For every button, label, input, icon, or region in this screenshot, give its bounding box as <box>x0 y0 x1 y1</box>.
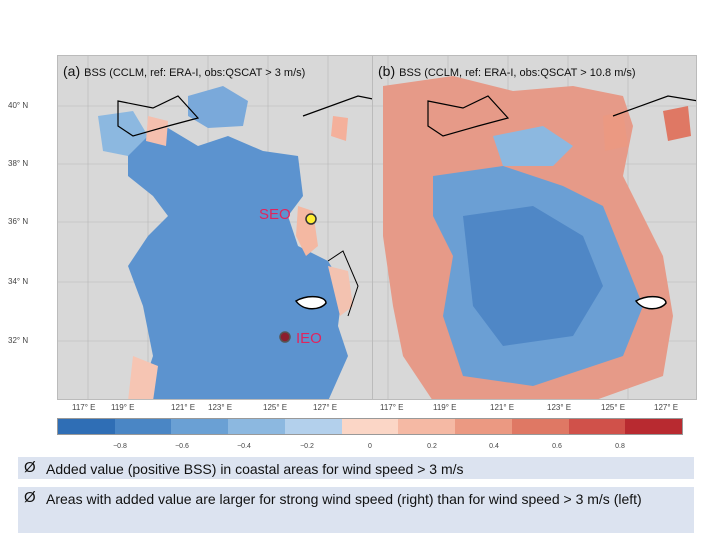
colorbar-tick: 0.4 <box>489 443 499 450</box>
colorbar-swatch <box>455 419 512 434</box>
colorbar-tick: −0.4 <box>237 443 251 450</box>
colorbar-swatch <box>398 419 456 434</box>
map-b-graphic <box>373 56 696 399</box>
map-panel-b: (b) BSS (CCLM, ref: ERA-I, obs:QSCAT > 10… <box>372 55 697 400</box>
colorbar-swatch <box>114 419 172 434</box>
lat-label-38: 38° N <box>8 159 29 168</box>
lon-b-119: 119° E <box>433 403 457 412</box>
colorbar-swatch <box>284 419 342 434</box>
lon-b-127: 127° E <box>654 403 679 412</box>
lon-b-125: 125° E <box>601 403 626 412</box>
colorbar-tick: −0.8 <box>113 443 127 450</box>
colorbar-tick: −0.2 <box>300 443 314 450</box>
station-ieo-label: IEO <box>296 330 322 347</box>
colorbar-tick: 0 <box>368 443 372 450</box>
panel-b-tag: (b) <box>378 63 396 79</box>
panel-b-title: (b) BSS (CCLM, ref: ERA-I, obs:QSCAT > 10… <box>378 63 636 79</box>
lon-a-123: 123° E <box>208 403 233 412</box>
colorbar-swatch <box>568 419 626 434</box>
panel-a-title-text: BSS (CCLM, ref: ERA-I, obs:QSCAT > 3 m/s… <box>84 67 306 79</box>
panel-a-tag: (a) <box>63 63 81 79</box>
bullet-1-text: Added value (positive BSS) in coastal ar… <box>46 461 464 477</box>
colorbar <box>57 418 683 435</box>
lon-a-121: 121° E <box>171 403 196 412</box>
lon-b-123: 123° E <box>547 403 572 412</box>
lon-a-117: 117° E <box>72 403 96 412</box>
colorbar-tick: 0.8 <box>615 443 625 450</box>
lat-label-34: 34° N <box>8 277 29 286</box>
bullet-2-text: Areas with added value are larger for st… <box>46 491 642 507</box>
panel-a-title: (a) BSS (CCLM, ref: ERA-I, obs:QSCAT > 3 … <box>63 63 305 79</box>
colorbar-swatch <box>171 419 229 434</box>
map-a-graphic <box>58 56 381 399</box>
lon-a-119: 119° E <box>111 403 135 412</box>
bullet-arrow-icon: Ø <box>24 489 36 506</box>
bullet-arrow-icon: Ø <box>24 459 36 476</box>
colorbar-tick: 0.2 <box>427 443 437 450</box>
lat-label-36: 36° N <box>8 217 29 226</box>
station-seo-label: SEO <box>259 206 291 223</box>
lon-b-117: 117° E <box>380 403 404 412</box>
panel-b-title-text: BSS (CCLM, ref: ERA-I, obs:QSCAT > 10.8 … <box>399 67 636 79</box>
lon-a-127: 127° E <box>313 403 338 412</box>
lat-label-32: 32° N <box>8 336 29 345</box>
colorbar-swatch <box>341 419 399 434</box>
bullet-point-2: Ø Areas with added value are larger for … <box>18 487 694 533</box>
lon-b-121: 121° E <box>490 403 515 412</box>
map-panel-a: (a) BSS (CCLM, ref: ERA-I, obs:QSCAT > 3 … <box>57 55 382 400</box>
lon-a-125: 125° E <box>263 403 288 412</box>
colorbar-swatch <box>58 419 115 434</box>
colorbar-swatch <box>625 419 683 434</box>
colorbar-swatch <box>228 419 285 434</box>
colorbar-tick: −0.6 <box>175 443 189 450</box>
colorbar-swatch <box>511 419 569 434</box>
colorbar-tick: 0.6 <box>552 443 562 450</box>
bullet-point-1: Ø Added value (positive BSS) in coastal … <box>18 457 694 479</box>
lat-label-40: 40° N <box>8 101 29 110</box>
